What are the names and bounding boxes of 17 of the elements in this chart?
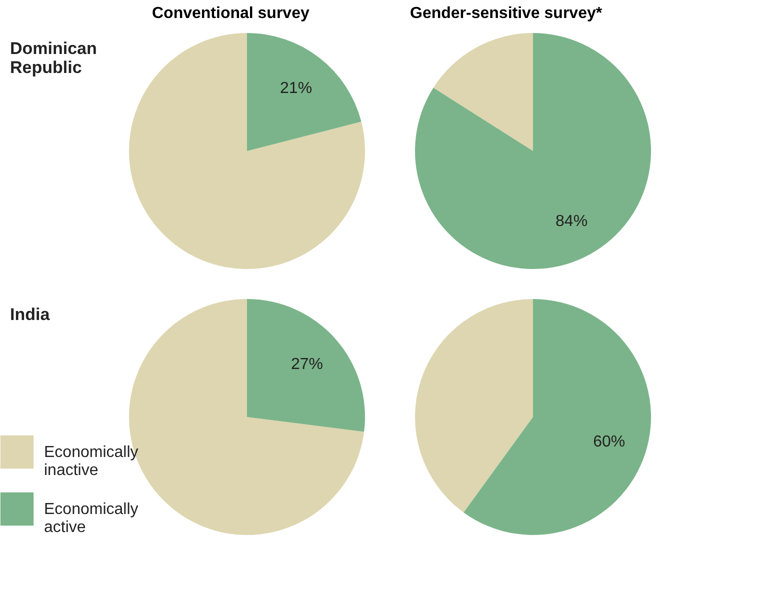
legend-label: Economically inactive <box>44 444 138 479</box>
text: Dominican Republic <box>10 39 97 77</box>
text: India <box>10 305 50 324</box>
legend-label: Economically active <box>44 501 138 536</box>
pie-slice <box>247 299 365 432</box>
pie-slice <box>247 33 362 151</box>
chart-title: Conventional survey <box>152 5 310 22</box>
data-label: 60% <box>593 434 626 451</box>
chart-title: Gender-sensitive survey* <box>410 5 603 22</box>
pie-slice <box>433 33 533 151</box>
data-label: 84% <box>556 213 588 230</box>
data-label: 21% <box>280 80 312 97</box>
data-label: 27% <box>290 356 324 374</box>
pie-slice <box>415 33 651 269</box>
pie-slice <box>464 299 651 535</box>
pie-slice <box>415 299 533 512</box>
pie-slice <box>129 33 365 269</box>
